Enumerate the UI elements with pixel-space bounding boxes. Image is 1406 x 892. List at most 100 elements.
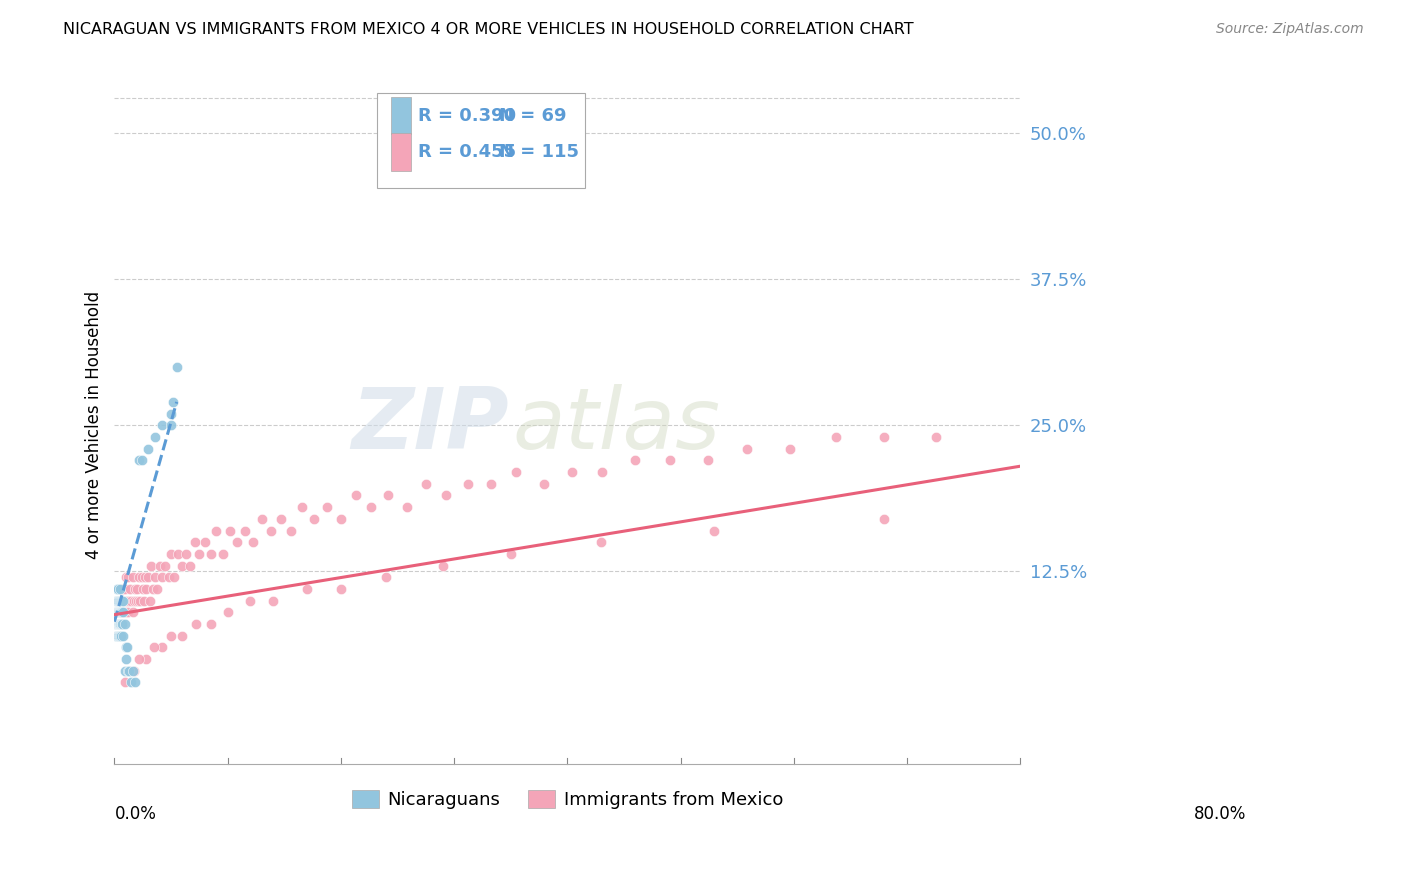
- Point: [329, 582, 352, 596]
- Point: [873, 512, 896, 526]
- Point: [108, 605, 131, 619]
- Point: [112, 593, 135, 607]
- Point: [105, 582, 128, 596]
- Point: [200, 617, 222, 632]
- Point: [115, 640, 138, 655]
- Point: [104, 629, 127, 643]
- Point: [108, 593, 131, 607]
- Point: [174, 547, 197, 561]
- Point: [142, 582, 165, 596]
- Point: [108, 629, 131, 643]
- Point: [108, 629, 131, 643]
- Point: [108, 617, 131, 632]
- Point: [120, 675, 142, 690]
- Point: [146, 582, 169, 596]
- Point: [131, 453, 153, 467]
- Point: [280, 524, 302, 538]
- Point: [108, 582, 131, 596]
- Point: [162, 395, 184, 409]
- Point: [250, 512, 273, 526]
- Point: [111, 582, 134, 596]
- Text: Source: ZipAtlas.com: Source: ZipAtlas.com: [1216, 22, 1364, 37]
- Point: [114, 675, 136, 690]
- Point: [124, 675, 146, 690]
- Point: [114, 570, 136, 584]
- Point: [291, 500, 314, 515]
- Point: [105, 617, 128, 632]
- Point: [128, 652, 150, 666]
- Point: [184, 617, 207, 632]
- Point: [696, 453, 718, 467]
- Point: [302, 512, 325, 526]
- Point: [135, 582, 157, 596]
- Text: 80.0%: 80.0%: [1194, 805, 1247, 823]
- Point: [129, 593, 152, 607]
- Point: [108, 582, 131, 596]
- Point: [107, 617, 129, 632]
- Point: [163, 570, 186, 584]
- Point: [659, 453, 682, 467]
- Point: [118, 664, 141, 678]
- Point: [104, 605, 127, 619]
- Point: [105, 593, 128, 607]
- Point: [873, 430, 896, 444]
- FancyBboxPatch shape: [391, 134, 411, 170]
- Point: [108, 605, 131, 619]
- Point: [233, 524, 256, 538]
- Point: [160, 629, 183, 643]
- Point: [457, 476, 479, 491]
- Point: [166, 359, 188, 374]
- Point: [127, 593, 149, 607]
- Point: [533, 476, 555, 491]
- Point: [125, 582, 148, 596]
- Point: [188, 547, 211, 561]
- Point: [118, 664, 141, 678]
- Point: [108, 617, 131, 632]
- Point: [122, 593, 145, 607]
- Point: [155, 558, 177, 573]
- Point: [110, 629, 132, 643]
- Point: [117, 605, 139, 619]
- Point: [925, 430, 948, 444]
- Text: ZIP: ZIP: [350, 384, 509, 467]
- Point: [395, 500, 418, 515]
- Point: [120, 582, 142, 596]
- Point: [104, 605, 127, 619]
- Y-axis label: 4 or more Vehicles in Household: 4 or more Vehicles in Household: [86, 292, 103, 559]
- Point: [104, 593, 127, 607]
- Text: NICARAGUAN VS IMMIGRANTS FROM MEXICO 4 OR MORE VEHICLES IN HOUSEHOLD CORRELATION: NICARAGUAN VS IMMIGRANTS FROM MEXICO 4 O…: [63, 22, 914, 37]
- Point: [139, 558, 162, 573]
- Point: [172, 629, 194, 643]
- Point: [212, 547, 235, 561]
- Point: [107, 617, 129, 632]
- Point: [149, 558, 172, 573]
- Point: [117, 664, 139, 678]
- Text: atlas: atlas: [513, 384, 721, 467]
- Point: [499, 547, 522, 561]
- Point: [377, 488, 399, 502]
- Point: [225, 535, 247, 549]
- Point: [295, 582, 318, 596]
- Point: [114, 582, 136, 596]
- Point: [591, 465, 613, 479]
- Point: [111, 605, 134, 619]
- Point: [108, 617, 131, 632]
- Point: [172, 558, 194, 573]
- Point: [112, 605, 135, 619]
- Point: [112, 629, 135, 643]
- Point: [779, 442, 801, 456]
- Point: [121, 570, 143, 584]
- Point: [105, 605, 128, 619]
- Point: [150, 570, 173, 584]
- Text: 0.0%: 0.0%: [114, 805, 156, 823]
- Point: [432, 558, 454, 573]
- Point: [110, 617, 132, 632]
- Point: [150, 418, 173, 433]
- Point: [132, 593, 155, 607]
- Point: [107, 629, 129, 643]
- Point: [108, 617, 131, 632]
- Point: [561, 465, 583, 479]
- Point: [114, 617, 136, 632]
- Text: R = 0.390: R = 0.390: [418, 106, 516, 125]
- Point: [270, 512, 292, 526]
